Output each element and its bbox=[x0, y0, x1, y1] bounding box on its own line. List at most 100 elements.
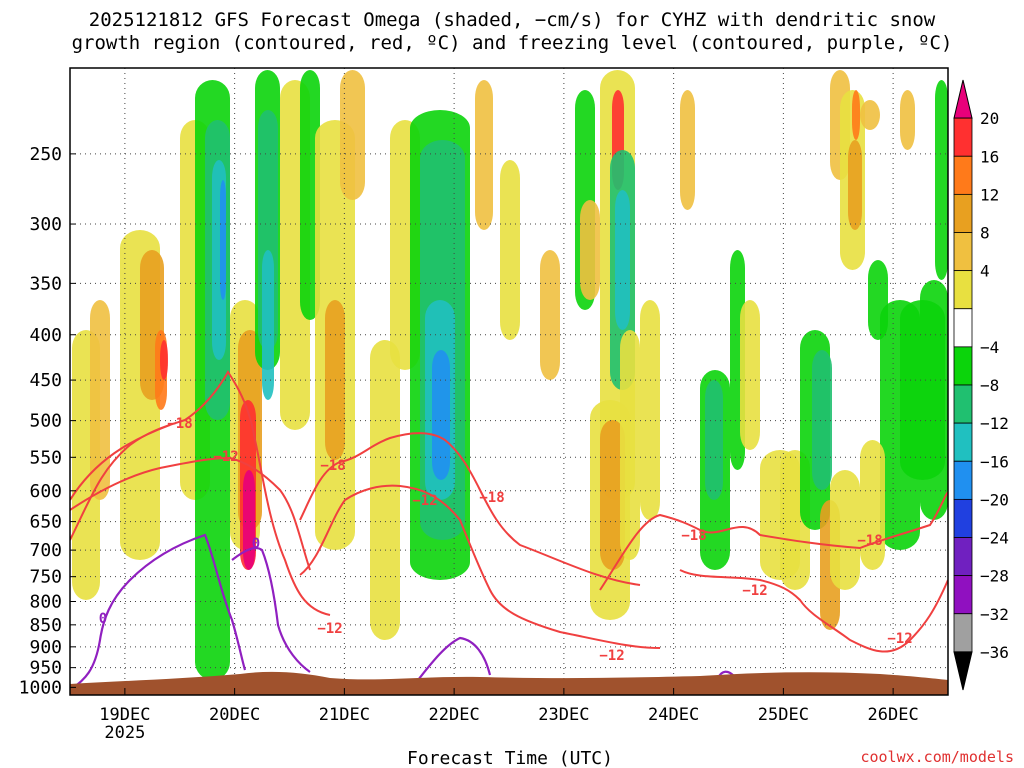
omega-shade-cell bbox=[900, 90, 915, 150]
omega-shade-cell bbox=[868, 260, 888, 340]
omega-shade-cell bbox=[370, 340, 400, 640]
contour-label: −18 bbox=[167, 416, 192, 432]
omega-shade-cell bbox=[705, 380, 723, 500]
colorbar-label: −24 bbox=[980, 529, 1009, 548]
colorbar-segment bbox=[953, 575, 973, 615]
x-tick-label: 24DEC bbox=[648, 705, 699, 725]
omega-shade-cell bbox=[600, 420, 625, 570]
colorbar-label: −32 bbox=[980, 605, 1009, 624]
contour-label: −18 bbox=[857, 533, 882, 549]
y-tick-label: 300 bbox=[29, 214, 62, 235]
plot-area: −18 −12 −18 −12 −18 −18 −12 −18 −12 −12 −12 0 0 bbox=[70, 68, 948, 695]
contour-label: −12 bbox=[887, 631, 912, 647]
colorbar-segment bbox=[953, 270, 973, 310]
y-tick-label: 900 bbox=[29, 637, 62, 658]
omega-shade-cell bbox=[580, 200, 600, 300]
contour-label: −18 bbox=[479, 490, 504, 506]
colorbar-segment bbox=[953, 384, 973, 424]
contour-label: 0 bbox=[252, 536, 260, 552]
omega-shade-cell bbox=[262, 250, 274, 400]
colorbar-label: −28 bbox=[980, 567, 1009, 586]
y-tick-label: 750 bbox=[29, 567, 62, 588]
chart-title-line-1: 2025121812 GFS Forecast Omega (shaded, −… bbox=[89, 9, 936, 31]
x-tick-label: 19DEC bbox=[99, 705, 150, 725]
dendritic-contour-line bbox=[70, 456, 311, 571]
y-tick-label: 800 bbox=[29, 592, 62, 613]
omega-shade-cell bbox=[500, 160, 520, 340]
y-tick-label: 950 bbox=[29, 658, 62, 679]
x-tick-label: 21DEC bbox=[319, 705, 370, 725]
y-tick-label: 700 bbox=[29, 540, 62, 561]
colorbar-label: −16 bbox=[980, 452, 1009, 471]
omega-shade-cell bbox=[90, 300, 110, 500]
colorbar-label: −4 bbox=[980, 338, 999, 357]
freezing-level-contour-line bbox=[417, 636, 492, 681]
omega-shade-cell bbox=[680, 90, 695, 210]
colorbar-segment bbox=[953, 651, 973, 691]
omega-shade-cell bbox=[830, 470, 860, 590]
omega-shade-cell bbox=[432, 350, 450, 480]
y-tick-label: 500 bbox=[29, 411, 62, 432]
colorbar-segment bbox=[953, 346, 973, 386]
colorbar: 20 16 12 8 4 −4 −8 −12 −16 −20 −24 −28 −32 −36 bbox=[953, 79, 1009, 691]
colorbar-label: −20 bbox=[980, 490, 1009, 509]
y-tick-label: 250 bbox=[29, 144, 62, 165]
contour-label: −12 bbox=[412, 493, 437, 509]
contour-label: −18 bbox=[320, 458, 345, 474]
colorbar-segment bbox=[953, 308, 973, 348]
chart-title-line-2: growth region (contoured, red, ºC) and f… bbox=[72, 32, 953, 54]
colorbar-segment bbox=[953, 422, 973, 462]
y-tick-label: 350 bbox=[29, 273, 62, 294]
omega-shade-cell bbox=[340, 70, 365, 200]
omega-shade-cell bbox=[160, 340, 168, 380]
dendritic-contour-line bbox=[599, 491, 948, 591]
omega-shade-cell bbox=[935, 80, 948, 280]
omega-shade-cell bbox=[848, 140, 862, 230]
dendritic-contour-line bbox=[679, 569, 948, 653]
omega-shade-cell bbox=[812, 350, 832, 490]
contour-label: −12 bbox=[317, 621, 342, 637]
colorbar-segment bbox=[953, 155, 973, 195]
contour-label: −12 bbox=[213, 449, 238, 465]
omega-shade-cell bbox=[475, 80, 493, 230]
x-axis-label: Forecast Time (UTC) bbox=[407, 748, 613, 768]
contour-label: 0 bbox=[99, 611, 107, 627]
y-tick-label: 600 bbox=[29, 481, 62, 502]
y-tick-label: 650 bbox=[29, 512, 62, 533]
x-tick-label: 26DEC bbox=[868, 705, 919, 725]
omega-shading bbox=[72, 70, 948, 680]
colorbar-segment bbox=[953, 193, 973, 233]
omega-shade-cell bbox=[220, 180, 226, 300]
colorbar-segment bbox=[953, 537, 973, 577]
colorbar-label: 20 bbox=[980, 109, 999, 128]
colorbar-label: 4 bbox=[980, 262, 990, 281]
omega-shade-cell bbox=[920, 280, 948, 520]
omega-shade-cell bbox=[620, 330, 640, 560]
contours: −18 −12 −18 −12 −18 −18 −12 −18 −12 −12 −12 0 0 bbox=[70, 370, 948, 691]
contour-label: −12 bbox=[742, 583, 767, 599]
y-axis: 2503003504004505005506006507007508008509… bbox=[19, 144, 76, 698]
omega-shade-cell bbox=[852, 90, 860, 140]
colorbar-label: 8 bbox=[980, 224, 990, 243]
y-tick-label: 550 bbox=[29, 447, 62, 468]
plot-frame bbox=[69, 67, 949, 696]
colorbar-label: −36 bbox=[980, 643, 1009, 662]
colorbar-label: −8 bbox=[980, 376, 999, 395]
colorbar-segment bbox=[953, 79, 973, 119]
y-tick-label: 400 bbox=[29, 325, 62, 346]
freezing-level-contour-line bbox=[70, 533, 247, 691]
y-tick-label: 1000 bbox=[19, 677, 62, 698]
x-year-label: 2025 bbox=[104, 723, 145, 743]
x-tick-label: 20DEC bbox=[209, 705, 260, 725]
omega-shade-cell bbox=[540, 250, 560, 380]
x-tick-label: 25DEC bbox=[758, 705, 809, 725]
omega-shade-cell bbox=[640, 300, 660, 520]
omega-shade-cell bbox=[860, 100, 880, 130]
colorbar-label: −12 bbox=[980, 414, 1009, 433]
dendritic-contour-line bbox=[70, 424, 171, 501]
dendritic-contour-line bbox=[299, 432, 641, 586]
colorbar-label: 16 bbox=[980, 147, 999, 166]
contour-label: −18 bbox=[681, 528, 706, 544]
omega-shade-cell bbox=[860, 440, 885, 570]
